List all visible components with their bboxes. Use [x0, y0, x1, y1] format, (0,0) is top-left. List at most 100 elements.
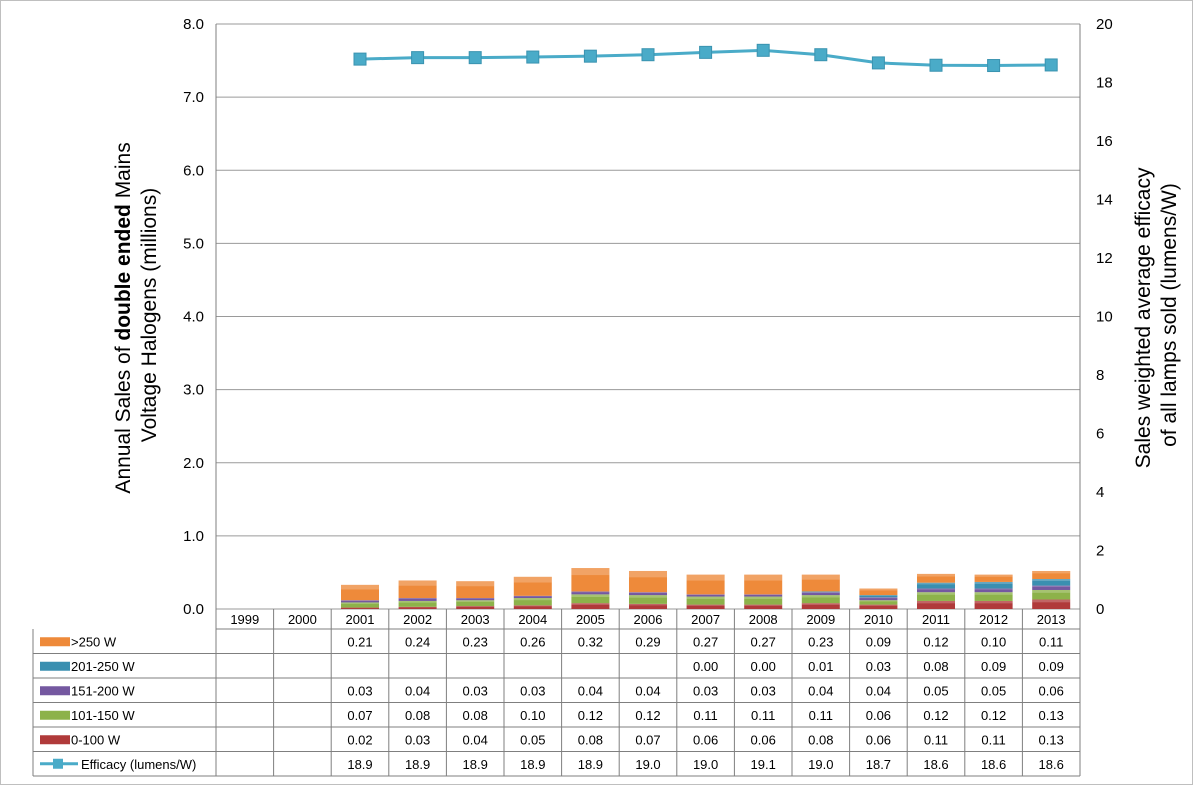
legend-label: 201-250 W: [71, 659, 135, 674]
bar-segment: [628, 570, 668, 593]
stacked-bars: [340, 568, 1071, 609]
bar-segment-highlight: [801, 592, 840, 594]
bar-segment-highlight: [628, 592, 668, 594]
table-cell-value: 0.24: [405, 634, 430, 649]
table-cell-value: 0.13: [1039, 708, 1064, 723]
category-label: 2005: [576, 612, 605, 627]
table-cell-value: 0.06: [1039, 683, 1064, 698]
table-cell-value: 0.11: [1039, 634, 1063, 649]
table-cell-value: 0.05: [520, 732, 545, 747]
bar-segment: [513, 605, 552, 609]
bar-segment-highlight: [916, 600, 956, 604]
bar-segment: [974, 592, 1013, 601]
bar-segment: [398, 598, 437, 601]
table-cell-value: 0.09: [981, 659, 1006, 674]
right-tick-label: 16: [1096, 133, 1113, 150]
table-cell-value: 0.04: [866, 683, 891, 698]
table-cell-value: 0.26: [520, 634, 545, 649]
bar-segment-highlight: [398, 600, 437, 603]
bar-segment-highlight: [916, 592, 956, 595]
bar-segment: [340, 584, 380, 601]
bar-segment: [398, 580, 437, 599]
table-cell-value: 18.9: [520, 757, 545, 772]
bar-segment-highlight: [859, 600, 898, 602]
bar-segment-highlight: [916, 573, 956, 577]
bar-segment: [1032, 585, 1071, 590]
right-tick-label: 14: [1096, 192, 1113, 209]
bar-segment: [801, 595, 840, 604]
bar-segment-highlight: [859, 597, 898, 599]
left-tick-label: 2.0: [183, 455, 204, 472]
bar-segment: [340, 607, 380, 609]
gridlines: [215, 23, 1081, 610]
bar-segment-highlight: [1032, 599, 1071, 603]
table-cell-value: 0.03: [463, 683, 488, 698]
legend-swatch: [40, 735, 70, 745]
bar-segment-highlight: [686, 604, 725, 606]
table-cell-value: 0.04: [578, 683, 603, 698]
table-cell-value: 0.07: [635, 732, 660, 747]
bar-segment-highlight: [340, 602, 380, 604]
table-cell-value: 0.27: [693, 634, 718, 649]
bar-segment-highlight: [801, 591, 840, 592]
bar-segment: [974, 574, 1013, 582]
table-cell-value: 0.11: [809, 708, 833, 723]
bar-segment: [859, 597, 898, 601]
category-label: 2010: [864, 612, 893, 627]
table-cell-value: 0.09: [1039, 659, 1064, 674]
left-tick-label: 3.0: [183, 382, 204, 399]
bar-segment: [744, 574, 783, 595]
category-label: 2001: [346, 612, 375, 627]
table-cell-value: 0.03: [693, 683, 718, 698]
bar-segment: [340, 602, 380, 608]
bar-segment-highlight: [744, 594, 783, 596]
table-cell-value: 0.01: [808, 659, 833, 674]
left-tick-label: 8.0: [183, 16, 204, 33]
bar-segment: [744, 596, 783, 605]
bar-segment-highlight: [686, 574, 725, 581]
table-cell-value: 18.7: [866, 757, 891, 772]
right-tick-label: 20: [1096, 16, 1113, 33]
table-cell-value: 19.0: [635, 757, 660, 772]
bar-segment: [859, 600, 898, 605]
right-tick-label: 2: [1096, 543, 1104, 560]
legend-marker-swatch: [53, 758, 63, 769]
bar-segment-highlight: [974, 581, 1013, 584]
efficacy-marker: [699, 45, 713, 59]
bar-segment-highlight: [859, 604, 898, 606]
table-cell-value: 18.9: [463, 757, 488, 772]
table-cell-value: 0.23: [808, 634, 833, 649]
bar-segment: [398, 606, 437, 609]
bar-segment-highlight: [571, 568, 610, 576]
bar-segment: [628, 592, 668, 596]
bar-segment-highlight: [628, 570, 668, 578]
table-cell-value: 0.03: [520, 683, 545, 698]
efficacy-marker: [353, 52, 367, 66]
table-cell-value: 19.0: [808, 757, 833, 772]
bar-segment-highlight: [859, 595, 898, 596]
table-cell-value: 0.07: [347, 708, 372, 723]
efficacy-marker: [987, 59, 1001, 73]
right-axis-title: Sales weighted average efficacy of all l…: [1132, 162, 1181, 469]
left-tick-label: 1.0: [183, 528, 204, 545]
table-cell-value: 19.1: [751, 757, 776, 772]
bar-segment-highlight: [456, 606, 495, 607]
legend-swatch: [40, 710, 70, 720]
right-tick-label: 12: [1096, 250, 1113, 267]
bar-segment: [916, 592, 956, 601]
bar-segment-highlight: [974, 600, 1013, 604]
bar-segment: [801, 603, 840, 609]
bar-segment: [571, 591, 610, 595]
table-cell-value: 18.9: [405, 757, 430, 772]
bar-segment-highlight: [456, 600, 495, 602]
table-cell-value: 0.03: [751, 683, 776, 698]
bar-segment: [686, 596, 725, 605]
bar-segment: [1032, 570, 1071, 580]
table-cell-value: 0.27: [751, 634, 776, 649]
table-cell-value: 0.23: [463, 634, 488, 649]
table-cell-value: 0.06: [866, 708, 891, 723]
bar-segment: [340, 600, 380, 603]
legend-swatch: [40, 686, 70, 696]
